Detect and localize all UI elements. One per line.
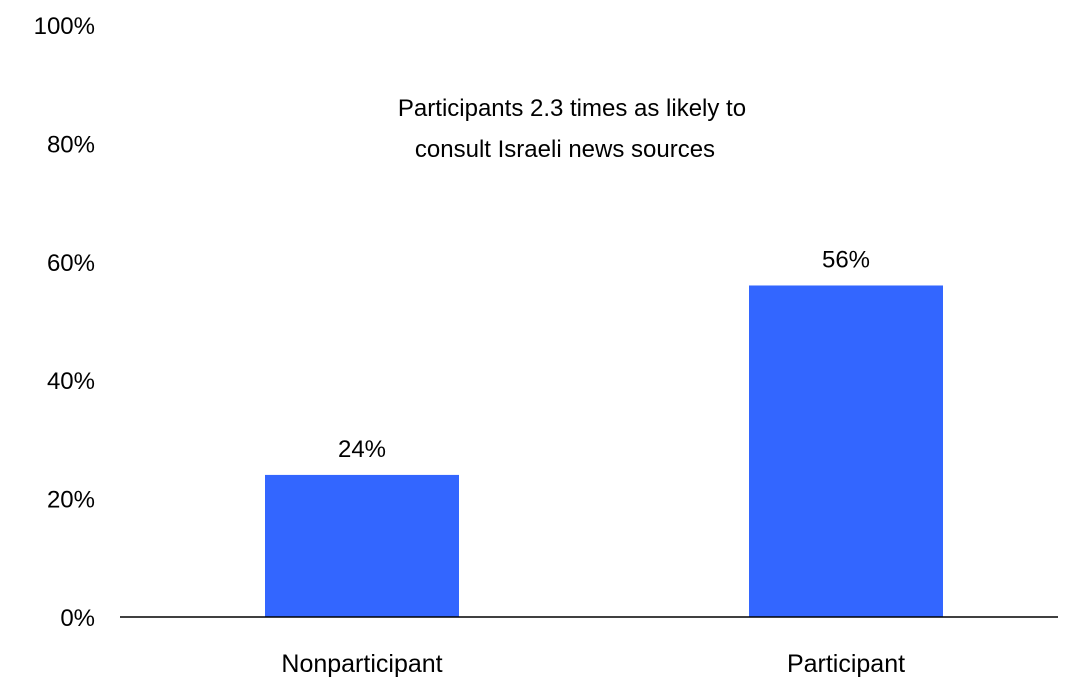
x-category-label: Nonparticipant: [281, 650, 442, 678]
y-tick-label: 40%: [47, 368, 95, 395]
bar-nonparticipant: [265, 474, 459, 617]
y-tick-label: 60%: [47, 250, 95, 277]
y-tick-label: 80%: [47, 131, 95, 158]
data-labels: 24% 56%: [338, 246, 870, 462]
x-category-label: Participant: [787, 650, 905, 678]
y-tick-label: 0%: [60, 605, 95, 632]
data-label: 24%: [338, 436, 386, 463]
y-tick-label: 100%: [34, 13, 95, 40]
y-tick-label: 20%: [47, 487, 95, 514]
x-axis-labels: Nonparticipant Participant: [281, 650, 905, 678]
bars: [265, 285, 943, 617]
annotation-line-2: consult Israeli news sources: [415, 136, 715, 163]
annotation-line-1: Participants 2.3 times as likely to: [398, 95, 746, 122]
y-axis-ticks: 0% 20% 40% 60% 80% 100%: [34, 13, 95, 632]
bar-participant: [749, 285, 943, 617]
data-label: 56%: [822, 246, 870, 273]
